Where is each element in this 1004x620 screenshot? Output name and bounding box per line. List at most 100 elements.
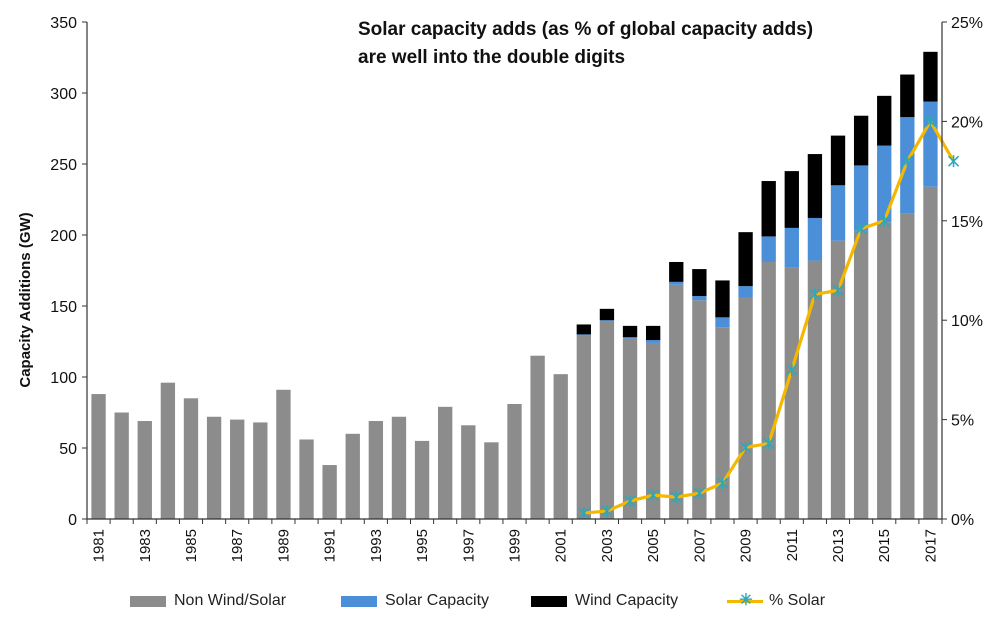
- bar-non-wind-solar-2011: [784, 267, 799, 519]
- bar-non-wind-solar-2014: [853, 230, 869, 520]
- marker-percent-solar-2010: [763, 437, 775, 450]
- bar-wind-capacity-2009: [738, 232, 753, 287]
- y-tick-label: 150: [50, 299, 77, 316]
- bar-non-wind-solar-1994: [391, 416, 407, 519]
- bar-wind-capacity-2016: [900, 74, 915, 118]
- chart-title-line-1: Solar capacity adds (as % of global capa…: [358, 19, 814, 40]
- bar-non-wind-solar-1982: [114, 412, 129, 519]
- bar-non-wind-solar-1991: [322, 465, 337, 519]
- bar-non-wind-solar-1993: [368, 421, 384, 519]
- bar-non-wind-solar-1983: [137, 421, 152, 519]
- bar-non-wind-solar-1996: [438, 406, 453, 519]
- bar-non-wind-solar-2009: [738, 297, 753, 519]
- y2-tick-label: 0%: [951, 512, 974, 529]
- legend-item-non-wind-solar: Non Wind/Solar: [130, 588, 286, 614]
- bar-non-wind-solar-2008: [715, 327, 730, 519]
- legend-label-percent-solar: % Solar: [769, 592, 826, 609]
- bar-solar-capacity-2011: [784, 227, 799, 268]
- bar-non-wind-solar-1987: [230, 419, 245, 519]
- x-tick-label-1983: 1983: [137, 529, 154, 562]
- x-tick-label-2009: 2009: [738, 529, 755, 562]
- bar-non-wind-solar-2004: [622, 338, 638, 519]
- bar-solar-capacity-2002: [576, 334, 591, 336]
- bar-wind-capacity-2011: [784, 171, 799, 228]
- bar-non-wind-solar-2015: [877, 222, 892, 519]
- x-tick-label-1991: 1991: [322, 529, 339, 562]
- bar-wind-capacity-2006: [669, 261, 684, 282]
- bar-solar-capacity-2005: [645, 340, 661, 343]
- marker-percent-solar-2016: [901, 155, 913, 168]
- y-tick-label: 100: [50, 370, 77, 387]
- bar-non-wind-solar-1990: [299, 439, 314, 519]
- bar-non-wind-solar-1984: [160, 382, 176, 519]
- x-tick-label-1987: 1987: [229, 529, 246, 562]
- marker-percent-solar-2014: [855, 222, 867, 235]
- y-tick-label: 200: [50, 228, 77, 245]
- bar-non-wind-solar-2000: [530, 355, 545, 519]
- marker-percent-solar-undefined: [947, 155, 960, 168]
- bar-wind-capacity-2014: [853, 115, 869, 166]
- legend-item-solar-capacity: Solar Capacity: [341, 588, 489, 614]
- x-tick-label-2005: 2005: [645, 529, 662, 562]
- bar-wind-capacity-2004: [622, 325, 638, 338]
- bar-solar-capacity-2015: [877, 145, 892, 223]
- bar-non-wind-solar-1995: [414, 440, 430, 519]
- bar-solar-capacity-2006: [669, 281, 684, 285]
- x-tick-label-1981: 1981: [91, 529, 108, 562]
- bar-solar-capacity-2013: [830, 185, 846, 241]
- marker-percent-solar-2004: [624, 495, 636, 508]
- y-tick-label: 350: [50, 15, 77, 32]
- legend-item-wind-capacity: Wind Capacity: [531, 588, 678, 614]
- bar-non-wind-solar-2010: [761, 261, 776, 519]
- bar-wind-capacity-2013: [830, 135, 846, 186]
- x-tick-label-2015: 2015: [876, 529, 893, 562]
- bar-non-wind-solar-2012: [807, 260, 823, 519]
- x-tick-label-2017: 2017: [922, 529, 939, 562]
- bar-wind-capacity-2012: [807, 154, 823, 218]
- x-tick-label-2001: 2001: [553, 529, 570, 562]
- legend-label-solar-capacity: Solar Capacity: [385, 592, 490, 609]
- legend-label-wind-capacity: Wind Capacity: [575, 592, 679, 609]
- bar-non-wind-solar-2003: [599, 321, 615, 519]
- y2-tick-label: 20%: [951, 114, 983, 131]
- marker-percent-solar-2017: [924, 115, 937, 128]
- bar-solar-capacity-2008: [715, 317, 730, 328]
- legend-swatch-wind-capacity: [531, 595, 567, 607]
- x-tick-label-1993: 1993: [368, 529, 385, 562]
- chart-title-line-2: are well into the double digits: [358, 47, 626, 68]
- y-tick-label: 250: [50, 157, 77, 174]
- legend-swatch-solar-capacity: [341, 595, 377, 607]
- marker-percent-solar-2002: [578, 507, 590, 520]
- bar-non-wind-solar-1981: [91, 394, 106, 519]
- capacity-chart: 0 50 100 150 200 250 300 350 0% 5% 10% 15% 20% 25% 1…: [17, 15, 983, 562]
- chart-legend: Non Wind/Solar Solar Capacity Wind Capac…: [0, 588, 1004, 614]
- y2-tick-label: 10%: [951, 313, 983, 330]
- bar-wind-capacity-2017: [923, 51, 938, 102]
- y2-tick-label: 25%: [951, 15, 983, 32]
- bar-non-wind-solar-2007: [692, 300, 707, 519]
- y-axis-label: Capacity Additions (GW): [17, 212, 34, 387]
- bar-non-wind-solar-2006: [669, 284, 684, 519]
- bar-non-wind-solar-2005: [645, 342, 661, 519]
- bar-non-wind-solar-1992: [345, 433, 360, 519]
- marker-percent-solar-2003: [601, 505, 613, 518]
- x-tick-label-1997: 1997: [460, 529, 477, 562]
- bar-solar-capacity-2004: [622, 337, 638, 339]
- chart-title: Solar capacity adds (as % of global capa…: [358, 16, 918, 72]
- bar-non-wind-solar-1988: [253, 422, 268, 519]
- legend-swatch-non-wind-solar: [130, 595, 166, 607]
- bar-wind-capacity-2007: [692, 269, 707, 297]
- legend-swatch-percent-solar: ✳: [727, 593, 763, 609]
- bar-non-wind-solar-1986: [206, 416, 222, 519]
- bar-solar-capacity-2010: [761, 236, 776, 262]
- legend-label-non-wind-solar: Non Wind/Solar: [174, 592, 287, 609]
- bar-solar-capacity-2014: [853, 165, 869, 231]
- y2-tick-label: 15%: [951, 214, 983, 231]
- x-tick-label-1989: 1989: [275, 529, 292, 562]
- x-tick-label-2013: 2013: [830, 529, 847, 562]
- bar-non-wind-solar-1989: [276, 389, 291, 519]
- bar-non-wind-solar-2002: [576, 335, 591, 519]
- marker-percent-solar-2013: [832, 284, 844, 297]
- y-tick-label: 50: [59, 441, 77, 458]
- marker-percent-solar-2007: [693, 487, 705, 500]
